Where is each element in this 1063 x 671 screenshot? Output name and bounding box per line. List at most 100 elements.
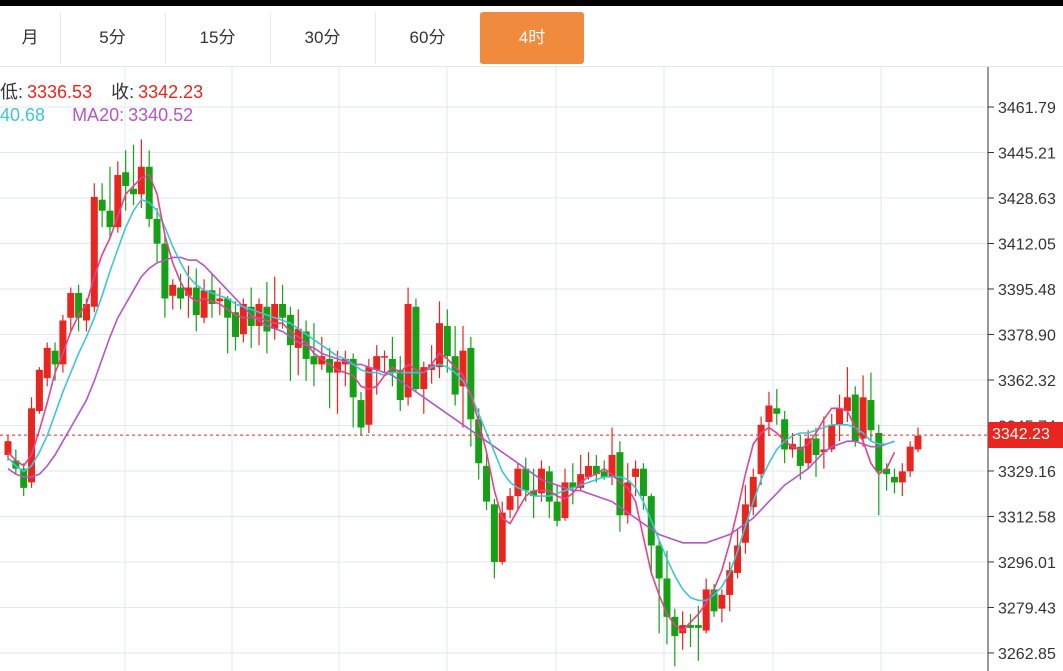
candle-body <box>781 419 789 450</box>
y-tick-label: 3312.58 <box>998 509 1056 526</box>
candle-body <box>843 397 851 412</box>
candle-body <box>82 304 90 321</box>
candle-body <box>412 306 420 390</box>
candle-body <box>59 320 67 365</box>
candle-body <box>326 358 334 373</box>
candle-body <box>224 298 232 318</box>
candle-body <box>12 460 20 469</box>
candle-body <box>820 449 828 453</box>
candle-body <box>467 347 475 420</box>
tab-month[interactable]: 月 <box>0 12 61 64</box>
candle-body <box>898 471 906 483</box>
candle-body <box>381 356 389 358</box>
candle-body <box>373 356 381 370</box>
candle-body <box>161 243 169 299</box>
ma20-line <box>7 256 895 544</box>
candle-body <box>483 465 491 502</box>
y-tick-label: 3279.43 <box>998 600 1056 617</box>
candle-body <box>90 196 98 307</box>
candle-body <box>561 482 569 519</box>
ma20-value: 3340.52 <box>128 105 194 125</box>
candle-body <box>4 441 12 455</box>
candle-body <box>577 474 585 488</box>
ma-partial-value: 40.68 <box>0 105 46 125</box>
candle-body <box>51 350 59 365</box>
candle-body <box>475 419 483 464</box>
candle-body <box>271 304 279 329</box>
candle-body <box>28 408 36 483</box>
candle-body <box>836 408 844 425</box>
candle-body <box>279 304 287 318</box>
candle-body <box>757 424 765 475</box>
candle-body <box>114 175 122 228</box>
candle-body <box>169 284 177 296</box>
candle-body <box>388 358 396 373</box>
candle-body <box>443 325 451 357</box>
low-label: 低: <box>0 82 24 102</box>
tab-15min[interactable]: 15分 <box>165 12 271 64</box>
candle-body <box>718 594 726 609</box>
candle-body <box>734 545 742 573</box>
candle-body <box>435 323 443 368</box>
candle-body <box>639 468 647 497</box>
candle-body <box>679 625 687 634</box>
candle-body <box>75 293 83 318</box>
candle-body <box>35 369 43 412</box>
y-tick-label: 3412.05 <box>998 237 1056 254</box>
tab-5min[interactable]: 5分 <box>60 12 166 64</box>
candle-body <box>749 476 757 508</box>
y-tick-label: 3262.85 <box>998 646 1056 663</box>
candle-body <box>153 218 161 244</box>
candle-body <box>694 625 702 628</box>
tab-4hour[interactable]: 4时 <box>480 12 584 64</box>
candle-body <box>632 468 640 477</box>
current-price-tag: 3342.23 <box>988 422 1063 449</box>
y-tick-label: 3329.16 <box>998 464 1056 481</box>
candle-body <box>514 468 522 497</box>
y-tick-label: 3378.90 <box>998 327 1056 344</box>
candle-body <box>98 199 106 211</box>
candle-body <box>232 312 239 337</box>
candle-body <box>420 367 428 390</box>
candle-body <box>459 350 467 387</box>
candle-body <box>106 210 114 228</box>
tab-30min[interactable]: 30分 <box>270 12 376 64</box>
candle-body <box>294 328 302 348</box>
candle-body <box>765 405 773 423</box>
y-tick-label: 3461.79 <box>998 100 1056 117</box>
y-tick-label: 3296.01 <box>998 555 1056 572</box>
candle-body <box>600 471 608 477</box>
candle-body <box>286 314 294 346</box>
ma20-label: MA20: <box>72 105 125 125</box>
candle-body <box>333 361 341 373</box>
ma-mid-line <box>7 198 895 602</box>
candle-body <box>537 468 545 494</box>
candle-body <box>553 501 561 521</box>
candle-body <box>137 166 145 195</box>
candle-body <box>890 476 898 483</box>
candle-body <box>608 454 616 477</box>
candle-body <box>43 347 51 379</box>
candle-body <box>828 424 836 450</box>
candle-body <box>318 356 326 365</box>
low-value: 3336.53 <box>27 82 93 102</box>
candle-body <box>624 482 632 516</box>
candle-body <box>726 570 734 595</box>
candle-body <box>804 438 812 464</box>
candle-body <box>687 625 694 628</box>
candle-body <box>239 304 247 335</box>
top-black-bar <box>0 0 1063 6</box>
candle-body <box>663 578 671 617</box>
timeframe-tabs: 月 5分 15分 30分 60分 4时 <box>0 6 1063 67</box>
candle-body <box>216 298 224 302</box>
candle-body <box>208 290 216 305</box>
candle-body <box>396 369 404 401</box>
candle-body <box>498 512 506 562</box>
candle-body <box>545 471 553 502</box>
candle-body <box>914 435 922 450</box>
candle-body <box>859 397 867 439</box>
candle-body <box>310 356 318 365</box>
candle-body <box>883 468 891 475</box>
candle-body <box>530 490 538 497</box>
candle-body <box>851 394 859 442</box>
